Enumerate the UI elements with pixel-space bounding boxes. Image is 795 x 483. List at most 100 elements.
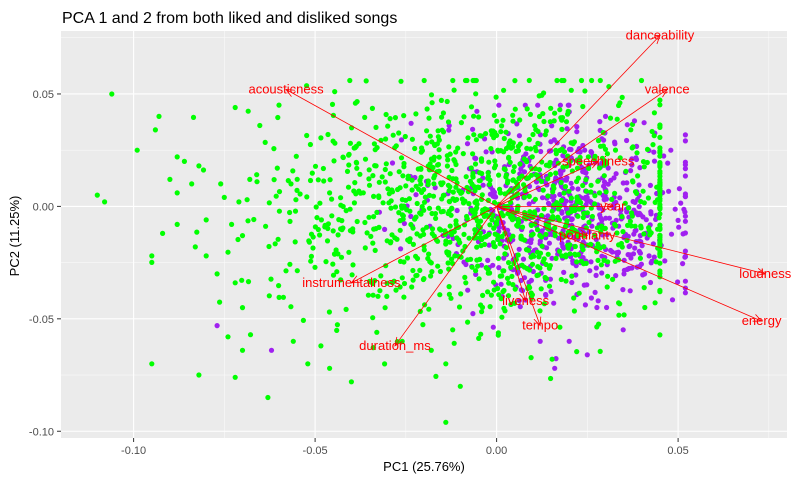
data-point-green <box>572 243 578 250</box>
data-point-purple <box>470 311 476 317</box>
loading-arrow-duration_ms <box>394 206 497 347</box>
data-point-green <box>529 154 535 160</box>
data-point-purple <box>584 198 590 204</box>
data-point-green <box>638 77 645 84</box>
data-point-green <box>421 77 427 84</box>
data-point-green <box>641 231 647 237</box>
data-point-green <box>483 265 489 271</box>
data-point-green <box>393 143 399 149</box>
data-point-green <box>575 233 581 239</box>
data-point-green <box>445 157 451 163</box>
data-point-green <box>645 195 652 201</box>
data-point-green <box>505 211 511 217</box>
data-point-green <box>491 225 497 231</box>
data-point-green <box>610 276 616 282</box>
data-point-green <box>449 205 455 211</box>
data-point-green <box>308 258 314 264</box>
data-point-green <box>505 293 512 299</box>
data-point-green <box>471 132 477 138</box>
data-point-green <box>478 196 485 202</box>
data-point-green <box>528 290 534 296</box>
data-point-green <box>149 361 155 367</box>
data-point-green <box>347 77 353 84</box>
data-point-green <box>545 251 551 257</box>
data-point-green <box>397 258 404 264</box>
data-point-purple <box>557 102 564 108</box>
data-point-green <box>491 199 498 206</box>
data-point-green <box>561 149 568 155</box>
data-point-green <box>609 196 615 202</box>
data-point-purple <box>668 147 674 153</box>
data-point-green <box>597 348 603 354</box>
data-point-green <box>329 101 336 107</box>
data-point-green <box>465 135 471 141</box>
data-point-green <box>488 292 494 298</box>
data-point-green <box>536 167 543 173</box>
data-point-green <box>307 177 314 184</box>
data-point-green <box>597 245 603 251</box>
data-point-green <box>321 178 327 184</box>
data-point-purple <box>514 121 520 127</box>
data-point-green <box>507 138 513 144</box>
data-point-green <box>568 195 575 201</box>
data-point-green <box>523 247 530 253</box>
data-point-green <box>657 211 663 217</box>
arrowhead-loudness <box>756 267 767 276</box>
data-point-green <box>607 115 614 121</box>
data-point-green <box>651 110 658 116</box>
data-point-purple <box>629 162 635 168</box>
data-point-green <box>599 225 606 231</box>
data-point-green <box>334 327 340 333</box>
data-point-green <box>344 168 351 174</box>
data-point-green <box>370 173 376 179</box>
data-point-green <box>503 245 509 251</box>
data-point-green <box>632 223 638 229</box>
data-point-green <box>366 167 372 173</box>
data-point-green <box>569 273 575 279</box>
data-point-purple <box>463 261 469 268</box>
data-point-green <box>458 291 464 297</box>
data-point-purple <box>636 182 642 188</box>
data-point-green <box>580 103 586 110</box>
data-point-green <box>563 278 569 284</box>
data-point-green <box>515 252 521 258</box>
data-point-green <box>559 77 565 84</box>
data-point-purple <box>568 180 574 186</box>
data-point-purple <box>587 268 593 274</box>
data-point-purple <box>640 272 646 278</box>
data-point-purple <box>496 265 502 271</box>
data-point-green <box>472 188 478 194</box>
data-point-green <box>478 331 484 337</box>
data-point-purple <box>474 108 480 114</box>
data-point-green <box>225 249 231 255</box>
data-point-green <box>468 104 475 110</box>
arrowhead-duration_ms <box>394 336 403 347</box>
data-point-green <box>491 112 497 118</box>
data-point-green <box>559 253 565 259</box>
data-point-purple <box>595 298 601 304</box>
data-point-green <box>325 221 331 227</box>
data-point-green <box>366 182 373 188</box>
data-point-green <box>463 174 469 180</box>
data-point-purple <box>641 120 647 126</box>
data-point-green <box>555 214 561 220</box>
y-tick-label: -0.05 <box>29 314 54 326</box>
data-point-green <box>404 207 410 213</box>
data-point-green <box>372 247 378 253</box>
data-point-green <box>263 223 269 229</box>
data-point-green <box>638 198 644 205</box>
data-point-green <box>465 257 471 263</box>
data-point-green <box>467 178 473 184</box>
data-point-green <box>403 183 409 189</box>
data-point-green <box>265 394 271 401</box>
data-point-purple <box>573 263 579 269</box>
data-point-green <box>431 181 437 187</box>
data-point-purple <box>612 141 618 147</box>
data-point-green <box>657 260 663 266</box>
y-tick-label: -0.10 <box>29 426 54 438</box>
data-point-green <box>451 87 457 93</box>
data-point-green <box>174 221 180 227</box>
data-point-green <box>578 200 584 206</box>
data-point-green <box>327 365 333 371</box>
data-point-green <box>487 181 493 187</box>
